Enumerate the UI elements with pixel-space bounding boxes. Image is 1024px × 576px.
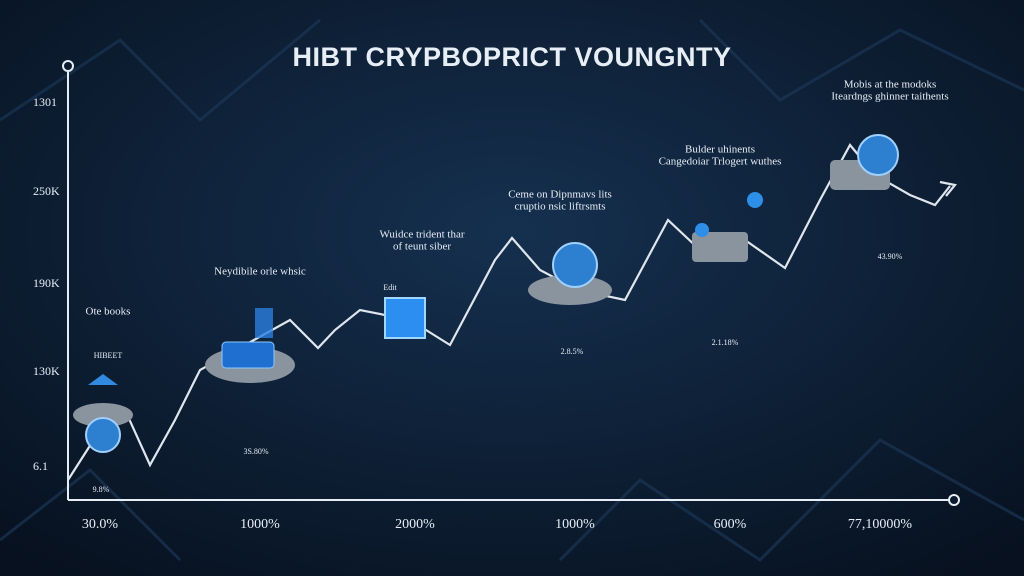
x-axis-label: 2000% — [395, 517, 435, 532]
y-axis-label: 250K — [33, 184, 60, 198]
annotation: cruptio nsic liftrsmts — [514, 201, 605, 213]
annotation: Wuidce trident thar — [379, 229, 464, 241]
x-axis-label: 1000% — [240, 517, 280, 532]
glow-lines — [99, 190, 951, 500]
annotation: Ceme on Dipnmavs lits — [508, 189, 612, 201]
y-axis-label: 190K — [33, 276, 60, 290]
value-label: 9.8% — [93, 485, 110, 494]
axes — [62, 60, 960, 506]
annotation: of teunt siber — [393, 241, 451, 253]
arrow-head — [939, 180, 958, 197]
value-label: 2.1.18% — [712, 338, 739, 347]
y-axis-label: 6.1 — [33, 459, 48, 473]
y-axis-label: 130K — [33, 364, 60, 378]
x-axis-label: 1000% — [555, 517, 595, 532]
value-label: 2.8.5% — [561, 347, 584, 356]
x-axis-label: 600% — [714, 517, 747, 532]
circuit-lines — [0, 18, 1024, 562]
annotation: Mobis at the modoks — [844, 79, 937, 91]
annotation: Edit — [383, 283, 397, 292]
x-axis-label: 77,10000% — [848, 517, 913, 532]
annotation: Cangedoiar Trlogert wuthes — [659, 156, 782, 168]
title: HIBT CRYPBOPRICT VOUNGNTY — [292, 42, 731, 72]
annotation: Bulder uhinents — [685, 144, 755, 156]
annotation: Neydibile orle whsic — [214, 266, 306, 278]
x-axis-label: 30.0% — [82, 517, 119, 532]
y-axis-label: 1301 — [33, 95, 57, 109]
icons — [73, 134, 899, 453]
value-label: 3S.80% — [243, 447, 268, 456]
annotation: Ote books — [86, 306, 131, 318]
annotation: HIBEET — [94, 351, 123, 360]
annotation: Iteardngs ghinner taithents — [831, 91, 948, 103]
value-label: 43.90% — [878, 252, 903, 261]
